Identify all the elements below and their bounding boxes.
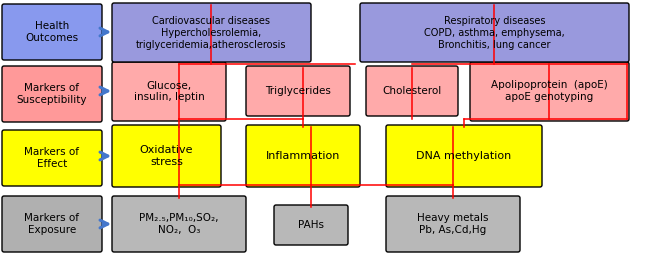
FancyBboxPatch shape — [246, 125, 360, 187]
FancyBboxPatch shape — [470, 62, 629, 121]
Text: Respiratory diseases
COPD, asthma, emphysema,
Bronchitis, lung cancer: Respiratory diseases COPD, asthma, emphy… — [424, 16, 565, 50]
FancyBboxPatch shape — [360, 3, 629, 62]
Text: Glucose,
insulin, leptin: Glucose, insulin, leptin — [134, 81, 204, 102]
Text: DNA methylation: DNA methylation — [417, 151, 511, 161]
FancyBboxPatch shape — [112, 196, 246, 252]
Text: Triglycerides: Triglycerides — [265, 86, 331, 96]
FancyBboxPatch shape — [386, 196, 520, 252]
FancyBboxPatch shape — [246, 66, 350, 116]
Text: Oxidative
stress: Oxidative stress — [140, 145, 194, 167]
FancyBboxPatch shape — [366, 66, 458, 116]
FancyBboxPatch shape — [112, 62, 226, 121]
Text: Health
Outcomes: Health Outcomes — [26, 21, 79, 43]
Text: Cardiovascular diseases
Hypercholesrolemia,
triglyceridemia,atherosclerosis: Cardiovascular diseases Hypercholesrolem… — [136, 16, 287, 50]
Text: Heavy metals
Pb, As,Cd,Hg: Heavy metals Pb, As,Cd,Hg — [417, 213, 489, 235]
Text: PAHs: PAHs — [298, 220, 324, 230]
FancyBboxPatch shape — [2, 196, 102, 252]
Text: Apolipoprotein  (apoE)
apoE genotyping: Apolipoprotein (apoE) apoE genotyping — [491, 81, 608, 102]
FancyBboxPatch shape — [274, 205, 348, 245]
Text: Markers of
Exposure: Markers of Exposure — [24, 213, 79, 235]
FancyBboxPatch shape — [112, 125, 221, 187]
Text: Cholesterol: Cholesterol — [382, 86, 442, 96]
FancyBboxPatch shape — [2, 4, 102, 60]
Text: Inflammation: Inflammation — [266, 151, 340, 161]
Text: Markers of
Susceptibility: Markers of Susceptibility — [17, 83, 87, 105]
FancyBboxPatch shape — [386, 125, 542, 187]
Text: Markers of
Effect: Markers of Effect — [24, 147, 79, 169]
Text: PM₂.₅,PM₁₀,SO₂,
NO₂,  O₃: PM₂.₅,PM₁₀,SO₂, NO₂, O₃ — [139, 213, 219, 235]
FancyBboxPatch shape — [2, 66, 102, 122]
FancyBboxPatch shape — [2, 130, 102, 186]
FancyBboxPatch shape — [112, 3, 311, 62]
